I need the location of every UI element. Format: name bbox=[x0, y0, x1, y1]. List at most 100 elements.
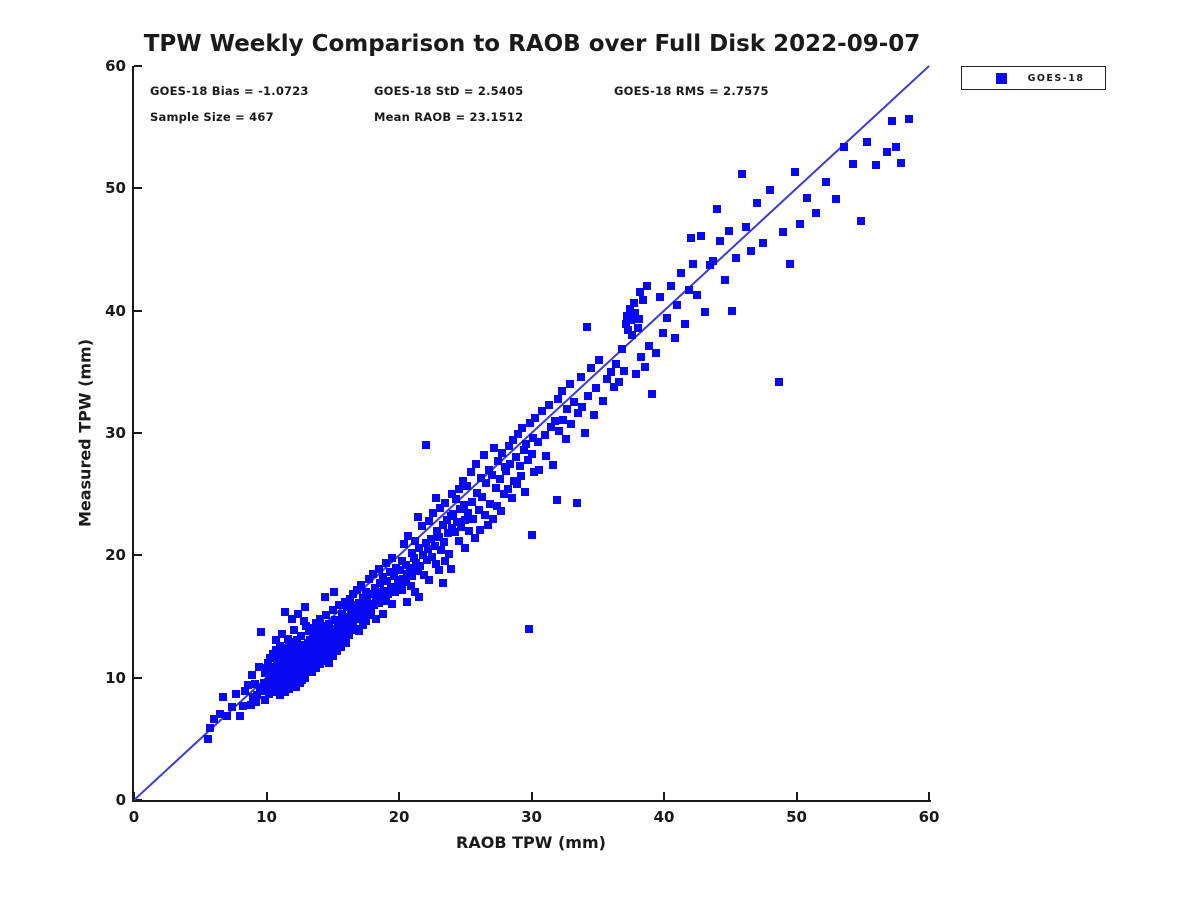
data-point bbox=[281, 650, 290, 659]
data-point bbox=[626, 316, 635, 325]
data-point bbox=[497, 507, 506, 516]
data-point bbox=[535, 465, 544, 474]
data-point bbox=[356, 613, 365, 622]
data-point bbox=[637, 353, 646, 362]
data-point bbox=[402, 597, 411, 606]
data-point bbox=[577, 403, 586, 412]
data-point bbox=[299, 617, 308, 626]
data-point bbox=[693, 290, 702, 299]
data-point bbox=[766, 185, 774, 194]
data-point bbox=[458, 476, 467, 485]
data-point bbox=[410, 588, 419, 597]
data-point bbox=[652, 349, 661, 358]
data-point bbox=[524, 624, 533, 633]
data-point bbox=[338, 610, 347, 619]
data-point bbox=[656, 293, 665, 302]
data-point bbox=[369, 601, 378, 610]
data-point bbox=[433, 526, 442, 535]
data-point bbox=[425, 575, 434, 584]
data-point bbox=[542, 452, 551, 461]
data-point bbox=[706, 261, 715, 270]
data-point bbox=[416, 562, 425, 571]
data-point bbox=[388, 600, 397, 609]
data-point bbox=[216, 710, 225, 719]
data-point bbox=[373, 588, 382, 597]
data-point bbox=[410, 536, 419, 545]
data-point bbox=[686, 234, 695, 243]
data-point bbox=[331, 616, 340, 625]
data-point bbox=[285, 684, 294, 693]
data-point bbox=[437, 546, 446, 555]
data-point bbox=[324, 619, 333, 628]
data-point bbox=[636, 288, 645, 297]
data-point bbox=[487, 470, 496, 479]
data-point bbox=[607, 367, 615, 376]
x-tick bbox=[265, 792, 268, 800]
data-point bbox=[277, 663, 286, 672]
data-point bbox=[418, 551, 427, 560]
data-point bbox=[573, 409, 582, 418]
data-point bbox=[328, 651, 337, 660]
data-point bbox=[872, 161, 880, 170]
y-tick-label: 50 bbox=[105, 179, 126, 198]
data-point bbox=[673, 300, 682, 309]
data-point bbox=[538, 406, 547, 415]
data-point bbox=[622, 311, 631, 320]
data-point bbox=[444, 529, 453, 538]
data-point bbox=[343, 602, 352, 611]
data-point bbox=[402, 569, 411, 578]
data-point bbox=[469, 514, 478, 523]
data-point bbox=[322, 652, 331, 661]
data-point bbox=[328, 606, 337, 615]
data-point bbox=[300, 602, 309, 611]
data-point bbox=[361, 617, 370, 626]
data-point bbox=[612, 360, 621, 369]
data-point bbox=[461, 515, 470, 524]
data-point bbox=[642, 282, 651, 291]
data-point bbox=[551, 416, 560, 425]
data-point bbox=[368, 569, 377, 578]
data-point bbox=[379, 610, 388, 619]
data-point bbox=[421, 539, 430, 548]
stat-bias: GOES-18 Bias = -1.0723 bbox=[150, 84, 309, 98]
data-point bbox=[335, 601, 344, 610]
y-tick bbox=[134, 554, 142, 557]
data-point bbox=[592, 383, 601, 392]
data-point bbox=[408, 548, 417, 557]
data-point bbox=[603, 375, 612, 384]
data-point bbox=[448, 490, 456, 499]
data-point bbox=[432, 559, 441, 568]
data-point bbox=[471, 459, 480, 468]
data-point bbox=[522, 440, 531, 448]
data-point bbox=[238, 701, 247, 710]
data-point bbox=[483, 520, 492, 529]
data-point bbox=[393, 575, 402, 584]
data-point bbox=[477, 474, 486, 483]
data-point bbox=[381, 596, 390, 605]
data-point bbox=[451, 495, 460, 504]
data-point bbox=[489, 514, 498, 523]
data-point bbox=[515, 462, 524, 471]
data-point bbox=[727, 306, 736, 315]
data-point bbox=[474, 506, 483, 515]
data-point bbox=[791, 168, 800, 177]
data-point bbox=[617, 344, 626, 353]
data-point bbox=[595, 355, 604, 364]
data-point bbox=[645, 342, 654, 351]
data-point bbox=[523, 455, 532, 464]
data-point bbox=[372, 614, 381, 623]
data-point bbox=[490, 443, 499, 452]
data-point bbox=[314, 632, 323, 641]
data-point bbox=[413, 567, 422, 576]
data-point bbox=[408, 572, 417, 581]
data-point bbox=[397, 585, 406, 594]
data-point bbox=[401, 578, 410, 587]
data-point bbox=[428, 552, 437, 561]
x-tick-label: 30 bbox=[521, 808, 542, 826]
y-tick-label: 0 bbox=[115, 791, 126, 809]
data-point bbox=[445, 550, 454, 559]
data-point bbox=[388, 553, 397, 562]
data-point bbox=[494, 457, 503, 466]
data-point bbox=[278, 629, 287, 638]
data-point bbox=[282, 644, 291, 653]
